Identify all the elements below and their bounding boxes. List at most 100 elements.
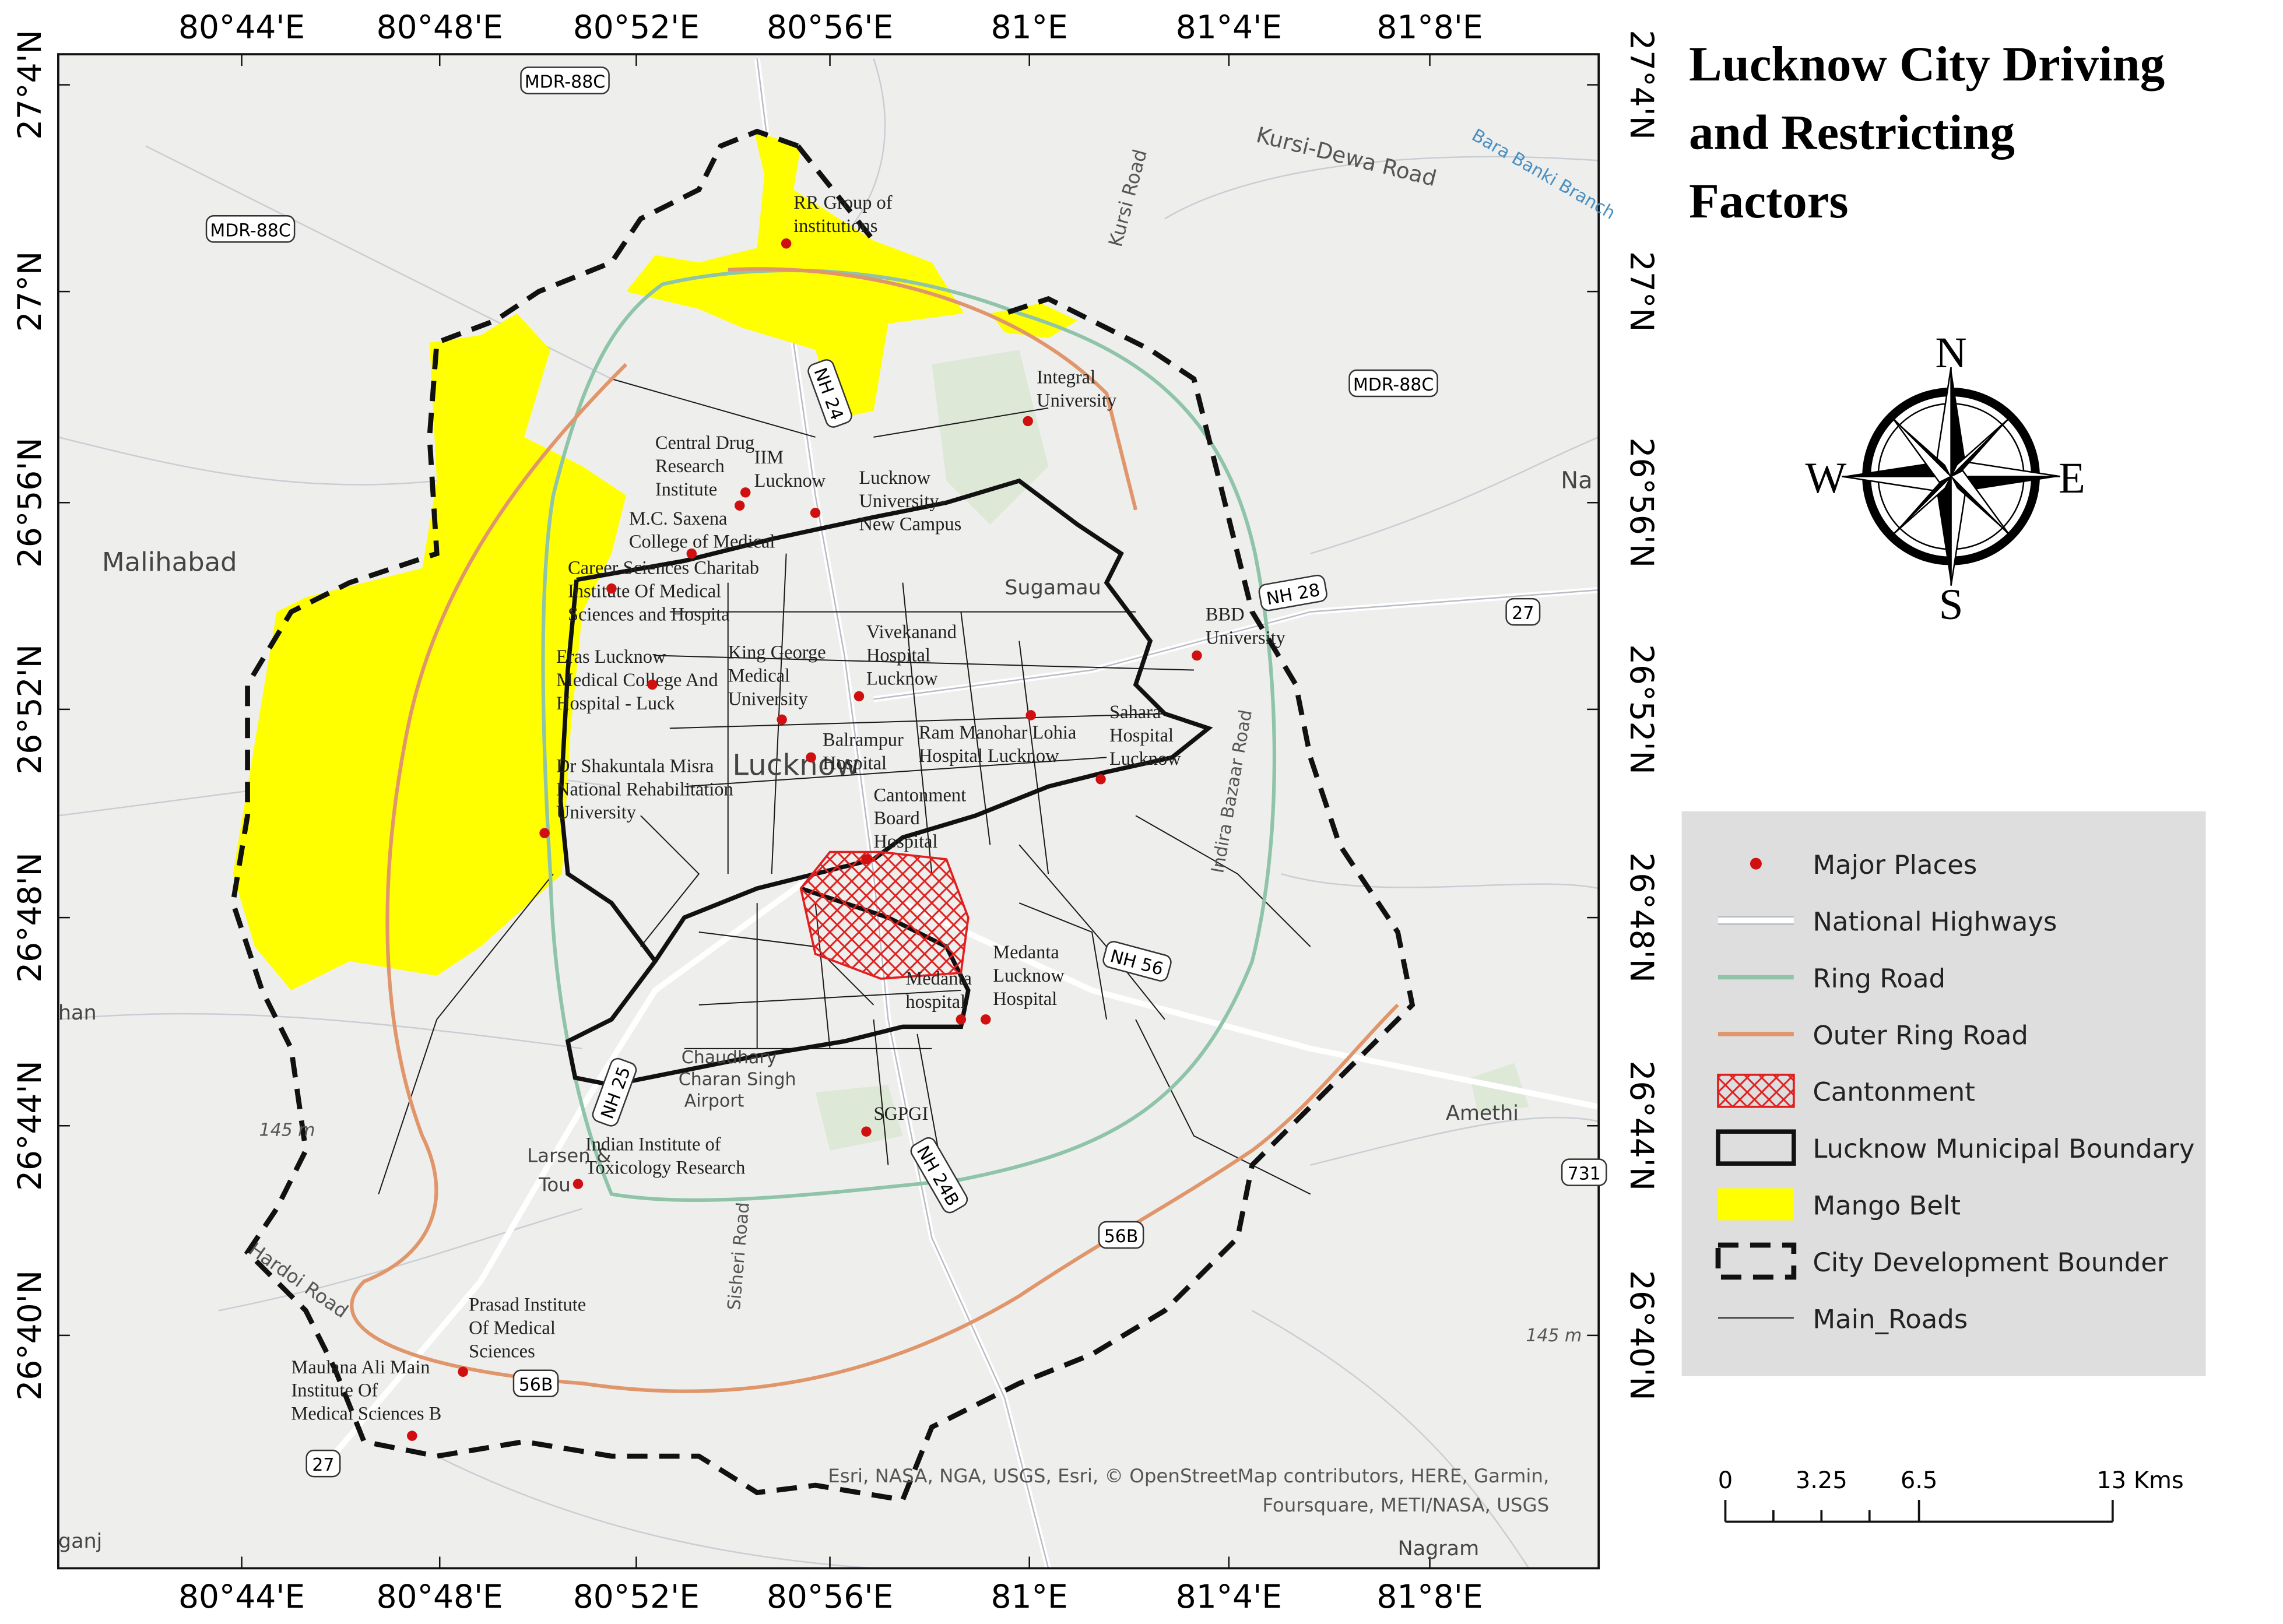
road-shield-box xyxy=(1561,1158,1607,1186)
latitude-label: 26°40'N xyxy=(11,1270,48,1400)
place-label: University xyxy=(1037,390,1117,411)
area-label: Malihabad xyxy=(102,547,237,578)
latitude-label: 26°44'N xyxy=(11,1060,48,1190)
latitude-label: 27°N xyxy=(11,251,48,332)
place-marker xyxy=(407,1430,417,1441)
road-shield-box xyxy=(512,1369,559,1397)
place-marker xyxy=(1023,416,1033,427)
road-shield-box xyxy=(1098,1221,1144,1249)
legend-label: City Development Bounder xyxy=(1813,1247,2168,1278)
road-shield-label: MDR-88C xyxy=(525,72,605,93)
place-label: Maulana Ali Main xyxy=(291,1357,430,1378)
place-label: Medanta xyxy=(993,942,1059,963)
place-marker xyxy=(572,1179,584,1189)
compass-north: N xyxy=(1936,329,1967,377)
place-marker xyxy=(861,854,872,864)
place-label: Lucknow xyxy=(1109,748,1181,769)
place-label: Cantonment xyxy=(873,785,966,806)
place-label: College of Medical xyxy=(629,532,775,553)
place-marker xyxy=(861,1126,872,1137)
place-marker xyxy=(854,691,865,702)
place-label: Hospital Lucknow xyxy=(919,746,1059,767)
place-label: University xyxy=(728,688,809,709)
place-label: University xyxy=(1206,628,1286,649)
place-label: SGPGI xyxy=(873,1103,928,1124)
road-shield-box xyxy=(305,1449,341,1478)
latitude-label: 26°56'N xyxy=(1623,438,1660,568)
place-label: Eras Lucknow xyxy=(556,646,666,667)
place-marker xyxy=(458,1366,468,1377)
latitude-label: 26°40'N xyxy=(1623,1270,1660,1400)
compass-east: E xyxy=(2059,454,2085,502)
area-label: Na xyxy=(1561,467,1592,494)
legend-label: Outer Ring Road xyxy=(1813,1020,2028,1050)
attribution: Esri, NASA, NGA, USGS, Esri, © OpenStree… xyxy=(828,1465,1549,1487)
latitude-label: 26°48'N xyxy=(11,852,48,982)
map-area xyxy=(58,54,1599,1569)
place-label: M.C. Saxena xyxy=(629,508,728,529)
place-label: Sahara xyxy=(1109,702,1161,723)
cantonment xyxy=(799,850,970,980)
place-label: Hospital xyxy=(993,989,1057,1010)
place-label: RR Group of xyxy=(793,192,893,213)
longitude-label: 81°E xyxy=(991,1578,1068,1615)
area-label: han xyxy=(58,1001,97,1025)
place-label: Dr Shakuntala Misra xyxy=(556,755,714,776)
road-shield-box xyxy=(1348,369,1438,398)
place-label: Prasad Institute xyxy=(469,1294,586,1315)
place-label: King George xyxy=(728,642,826,663)
road-shield-box xyxy=(205,215,296,243)
legend-symbol xyxy=(1750,857,1762,870)
place-label: Hospital - Luck xyxy=(556,693,675,714)
legend-symbol xyxy=(1717,1073,1795,1108)
road-shield: MDR-88C xyxy=(1348,369,1438,398)
mango-belt-north xyxy=(626,131,964,419)
place-marker xyxy=(686,548,697,559)
latitude-label: 26°56'N xyxy=(11,438,48,568)
city-development-boundary xyxy=(230,128,1416,1503)
legend-label: Main_Roads xyxy=(1813,1303,1968,1334)
place-label: Indian Institute of xyxy=(585,1134,721,1155)
longitude-label: 80°52'E xyxy=(573,9,700,46)
road-shield-box xyxy=(1102,941,1172,982)
legend-label: Ring Road xyxy=(1813,963,1945,994)
place-label: Career Sciences Charitab xyxy=(568,558,759,579)
latitude-label: 27°4'N xyxy=(11,30,48,140)
place-label: Sciences xyxy=(469,1341,535,1362)
place-label: BBD xyxy=(1206,604,1245,625)
road-shield: 27 xyxy=(305,1449,341,1478)
place-label: Lucknow xyxy=(754,470,826,491)
place-label: Balrampur xyxy=(823,729,904,750)
latitude-label: 27°N xyxy=(1623,251,1660,332)
road-shield-box xyxy=(1505,597,1541,626)
road-shield-box xyxy=(520,66,610,94)
place-label: Of Medical xyxy=(469,1317,556,1338)
road-shield-box xyxy=(807,359,852,428)
road-shield-box xyxy=(910,1137,968,1214)
north-arrow xyxy=(1842,367,2061,586)
title-line: Factors xyxy=(1689,174,1848,229)
legend-label: Cantonment xyxy=(1813,1077,1975,1108)
place-marker xyxy=(981,1014,991,1025)
place-label: institutions xyxy=(793,216,877,237)
place-label: Medanta xyxy=(905,968,972,989)
area-label: Chaudhary xyxy=(682,1047,777,1068)
latitude-label: 26°52'N xyxy=(1623,644,1660,774)
legend-symbol xyxy=(1717,1188,1794,1221)
legend-label: Mango Belt xyxy=(1813,1190,1961,1221)
scale-label: 6.5 xyxy=(1901,1467,1938,1494)
area-label: Nagram xyxy=(1398,1537,1480,1560)
scale-label: 13 Kms xyxy=(2096,1467,2183,1494)
place-label: Institute Of Medical xyxy=(568,581,721,602)
attribution: Foursquare, METI/NASA, USGS xyxy=(1262,1494,1549,1516)
compass-south: S xyxy=(1939,581,1964,629)
place-label: Hospital xyxy=(823,753,887,774)
place-marker xyxy=(740,487,751,498)
longitude-label: 81°E xyxy=(991,9,1068,46)
compass-west: W xyxy=(1805,454,1846,502)
place-marker xyxy=(810,508,821,518)
road-shield: NH 56 xyxy=(1102,941,1172,982)
latitude-label: 26°44'N xyxy=(1623,1060,1660,1190)
ring-road xyxy=(541,268,1277,1203)
